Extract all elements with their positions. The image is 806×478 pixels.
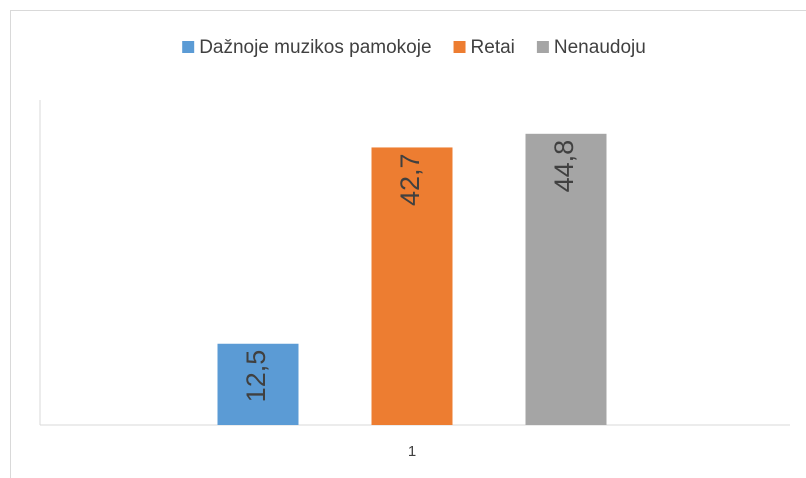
legend-swatch — [182, 41, 195, 53]
legend-label: Nenaudoju — [554, 37, 646, 58]
bar — [525, 133, 607, 426]
legend-swatch — [536, 41, 549, 53]
bar — [217, 343, 299, 425]
data-label: 42,7 — [395, 153, 425, 206]
legend-swatch — [453, 41, 466, 53]
x-tick-label: 1 — [408, 443, 416, 460]
data-label: 12,5 — [241, 350, 271, 403]
data-label: 44,8 — [549, 140, 579, 193]
legend-label: Retai — [471, 37, 515, 58]
bar — [371, 147, 453, 425]
legend-label: Dažnoje muzikos pamokoje — [199, 37, 431, 58]
